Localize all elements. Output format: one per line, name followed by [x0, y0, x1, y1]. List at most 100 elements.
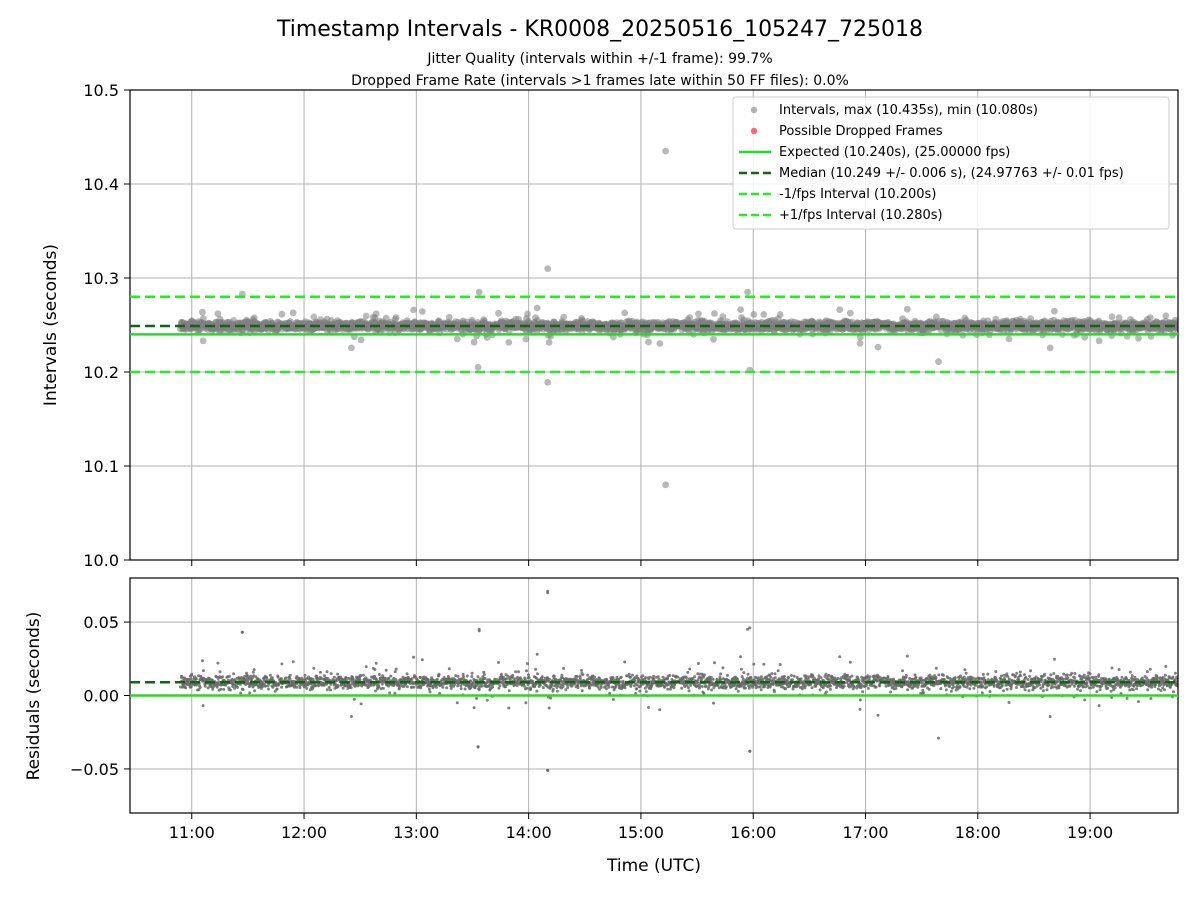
residual-point — [541, 686, 545, 690]
residual-point — [522, 684, 526, 688]
residual-point — [441, 685, 445, 689]
residual-point — [251, 670, 255, 674]
residual-point — [410, 677, 414, 681]
residual-point — [374, 661, 378, 665]
residual-point — [703, 673, 706, 677]
residual-point — [314, 684, 318, 688]
residual-point — [562, 666, 566, 670]
interval-point — [475, 288, 483, 296]
legend-label-lower-bound: -1/fps Interval (10.200s) — [779, 187, 936, 202]
residual-point — [713, 661, 716, 665]
residual-point — [377, 673, 381, 676]
residual-point — [547, 677, 551, 681]
residual-point — [641, 674, 645, 678]
residual-point — [435, 678, 439, 681]
residual-point — [303, 673, 307, 677]
residual-point — [663, 685, 667, 689]
residual-point — [305, 686, 309, 690]
residual-point — [525, 669, 528, 673]
residual-point — [623, 686, 627, 690]
residual-point — [288, 677, 292, 681]
residual-point — [652, 674, 656, 678]
interval-point — [1174, 320, 1178, 328]
intervals-y-tick-label: 10.0 — [83, 551, 119, 570]
intervals-y-tick-label: 10.4 — [83, 175, 119, 194]
residual-point — [696, 681, 699, 685]
residual-point — [288, 673, 292, 677]
residual-point — [428, 690, 432, 694]
residual-point — [752, 662, 756, 666]
residual-point — [517, 670, 520, 674]
interval-point — [662, 481, 669, 489]
residual-point — [456, 674, 460, 678]
residual-point — [527, 676, 531, 680]
residual-point — [710, 688, 714, 692]
residual-point — [588, 686, 592, 690]
residual-point — [760, 675, 763, 679]
residual-point — [437, 672, 441, 676]
residual-point — [527, 673, 530, 677]
residual-point — [635, 687, 639, 691]
residual-point — [180, 675, 184, 679]
residual-point — [397, 681, 401, 685]
residual-point — [273, 689, 277, 693]
residual-point — [465, 674, 469, 678]
interval-point — [750, 311, 758, 318]
intervals-y-ticks: 10.010.110.210.310.410.5 — [83, 81, 1091, 570]
residual-point — [218, 670, 222, 674]
residual-point — [221, 675, 225, 679]
residual-point — [312, 666, 316, 670]
residual-point — [712, 701, 715, 705]
residual-point — [270, 676, 274, 680]
residual-point — [497, 686, 501, 690]
legend-label-dropped: Possible Dropped Frames — [779, 124, 943, 139]
residual-point — [721, 666, 725, 670]
residual-point — [483, 676, 487, 680]
residual-point — [575, 675, 579, 679]
residual-point — [647, 705, 650, 709]
interval-point — [348, 344, 355, 352]
residual-point — [739, 655, 743, 659]
residual-point — [638, 689, 642, 693]
interval-point — [1162, 312, 1170, 320]
residual-point — [194, 677, 198, 681]
residual-point — [480, 684, 484, 688]
residual-point — [373, 668, 377, 671]
residual-point — [580, 689, 584, 693]
residual-point — [394, 667, 398, 671]
residual-point — [711, 677, 715, 681]
interval-point — [524, 310, 531, 318]
residual-point — [554, 678, 558, 682]
residual-point — [599, 686, 603, 689]
residual-point — [412, 685, 416, 689]
residual-point — [506, 674, 510, 678]
residual-point — [686, 686, 690, 690]
residual-point — [459, 687, 463, 691]
residual-point — [719, 677, 723, 681]
residual-point — [676, 675, 680, 679]
residual-point — [474, 684, 478, 688]
residual-point — [630, 673, 634, 677]
interval-point — [1146, 314, 1154, 321]
residual-point — [311, 677, 315, 681]
residual-point — [379, 676, 383, 680]
residual-point — [470, 675, 474, 678]
residual-point — [689, 683, 693, 687]
residual-point — [252, 668, 256, 672]
residual-point — [459, 684, 463, 688]
residual-point — [381, 686, 385, 690]
residual-point — [359, 674, 363, 678]
residual-point — [387, 676, 391, 680]
residual-point — [456, 684, 460, 688]
residual-point — [538, 683, 542, 687]
residual-point — [349, 715, 353, 718]
residual-point — [298, 686, 302, 690]
residual-point — [725, 673, 729, 677]
residual-point — [724, 685, 728, 689]
intervals-y-axis-label: Intervals (seconds) — [41, 244, 61, 406]
legend-marker-dropped — [750, 127, 758, 135]
residual-point — [332, 675, 336, 679]
interval-point — [544, 265, 552, 272]
residual-point — [461, 672, 465, 676]
